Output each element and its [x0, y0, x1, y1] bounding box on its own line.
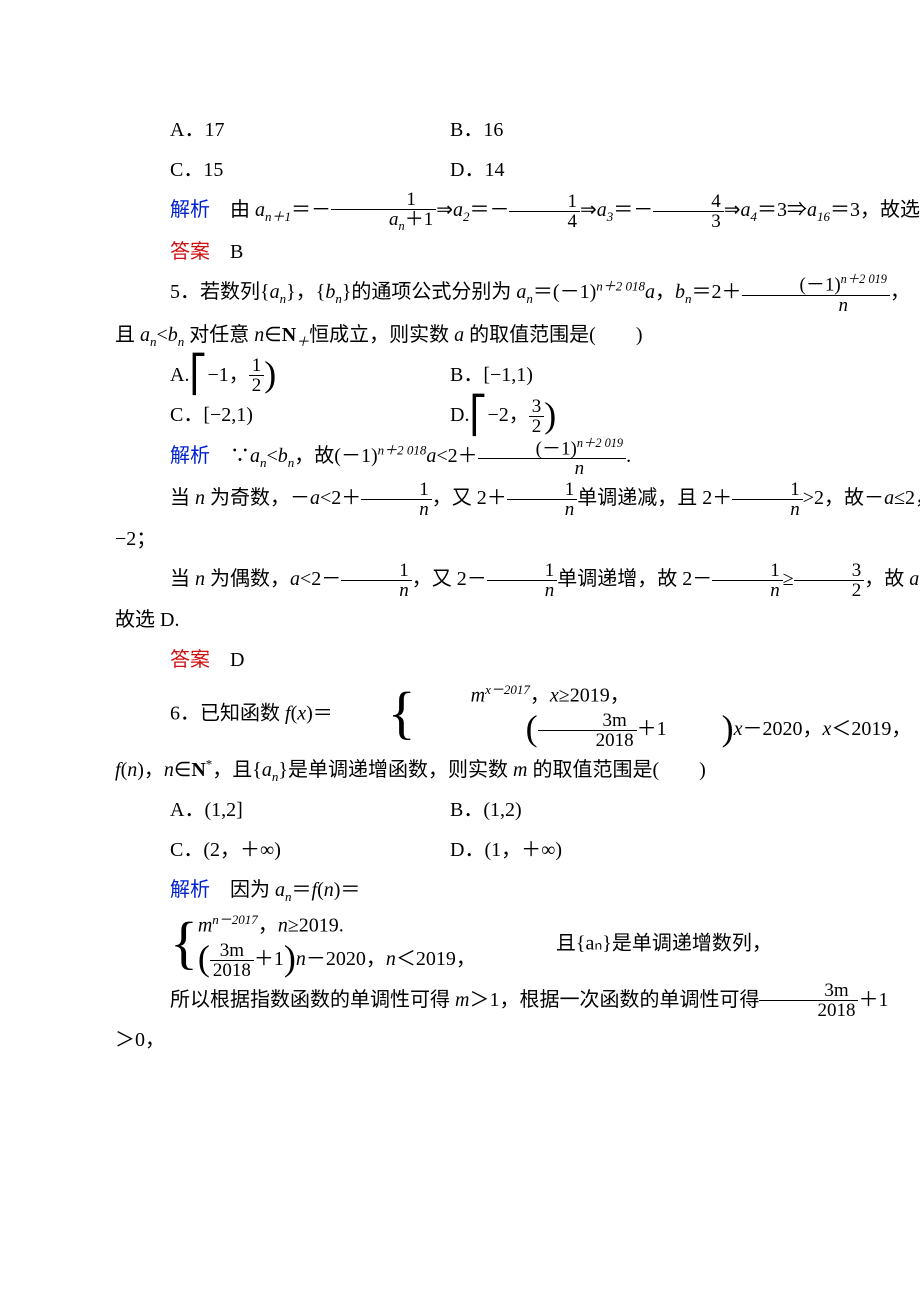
- q6-option-B: B．(1,2): [450, 790, 805, 830]
- q5-explain-odd-2: −2；: [115, 519, 805, 559]
- q4-explain: 解析 由 an＋1＝－1an＋1⇒a2＝－14⇒a3＝－43⇒a4＝3⇒a16＝…: [115, 190, 805, 232]
- q4-option-row-1: A．17 B．16: [115, 110, 805, 150]
- q5-option-B: B．[−1,1): [450, 355, 805, 396]
- q6-option-row-2: C．(2，＋∞) D．(1，＋∞): [115, 830, 805, 870]
- q5-stem-2: 且 an<bn 对任意 n∈N＋恒成立，则实数 a 的取值范围是( ): [115, 315, 805, 355]
- q5-option-C: C．[−2,1): [115, 395, 450, 436]
- explain-label: 解析: [170, 445, 210, 467]
- q6-explain-cases: { mn－2017，n≥2019. (3m2018＋1)n－2020，n＜201…: [115, 910, 805, 980]
- answer-label: 答案: [170, 649, 210, 671]
- q5-explain-even: 当 n 为偶数，a<2－1n，又 2－1n单调递增，故 2－1n≥32，故 a<…: [115, 559, 805, 600]
- q5-explain-1: 解析 ∵an<bn，故(－1)n＋2 018a<2＋(－1)n＋2 019n.: [115, 436, 805, 478]
- q4-option-A: A．17: [115, 110, 450, 150]
- q6-explain-4: ＞0，: [115, 1020, 805, 1060]
- q5-option-A: A.⎡−1，12): [115, 355, 450, 396]
- q5-explain-odd: 当 n 为奇数，－a<2＋1n，又 2＋1n单调递减，且 2＋1n>2，故－a≤…: [115, 478, 805, 519]
- q5-answer: D: [230, 649, 244, 671]
- q5-answer-line: 答案 D: [115, 640, 805, 680]
- q4-option-B: B．16: [450, 110, 805, 150]
- q4-answer: B: [230, 241, 243, 263]
- q4-answer-line: 答案 B: [115, 232, 805, 272]
- q4-option-C: C．15: [115, 150, 450, 190]
- answer-label: 答案: [170, 241, 210, 263]
- q5-option-D: D.⎡−2，32): [450, 395, 805, 436]
- q6-explain-1: 解析 因为 an＝f(n)＝: [115, 870, 805, 910]
- q6-stem-2: f(n)，n∈N*，且{an}是单调递增函数，则实数 m 的取值范围是( ): [115, 750, 805, 790]
- q5-option-row-2: C．[−2,1) D.⎡−2，32): [115, 395, 805, 436]
- q6-option-A: A．(1,2]: [115, 790, 450, 830]
- q5-option-row-1: A.⎡−1，12) B．[−1,1): [115, 355, 805, 396]
- q6-option-D: D．(1，＋∞): [450, 830, 805, 870]
- explain-label: 解析: [170, 879, 210, 901]
- q6-explain-3: 所以根据指数函数的单调性可得 m＞1，根据一次函数的单调性可得3m2018＋1: [115, 980, 805, 1021]
- q6-option-C: C．(2，＋∞): [115, 830, 450, 870]
- q5-stem-1: 5．若数列{an}，{bn}的通项公式分别为 an＝(－1)n＋2 018a，b…: [115, 272, 805, 314]
- q6-stem-1: 6．已知函数 f(x)＝{ mx－2017，x≥2019， (3m2018＋1)…: [115, 680, 805, 750]
- q4-option-D: D．14: [450, 150, 805, 190]
- q4-option-row-2: C．15 D．14: [115, 150, 805, 190]
- q5-explain-last: 故选 D.: [115, 600, 805, 640]
- q6-option-row-1: A．(1,2] B．(1,2): [115, 790, 805, 830]
- explain-label: 解析: [170, 199, 210, 221]
